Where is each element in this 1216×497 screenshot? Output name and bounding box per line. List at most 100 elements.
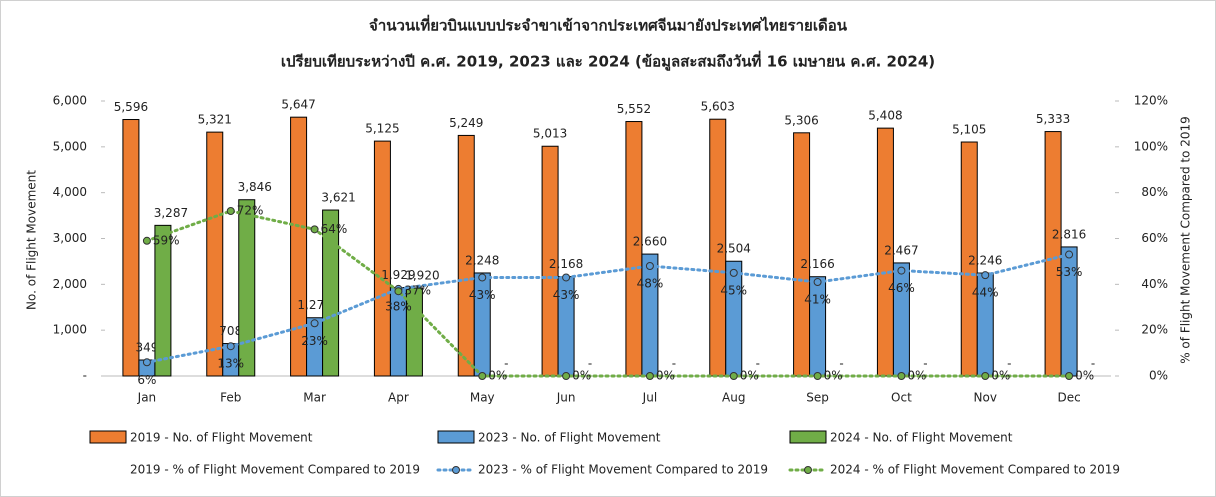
- data-label: -: [839, 357, 843, 371]
- point: [897, 372, 906, 380]
- y2-tick-label: 0%: [1149, 369, 1168, 383]
- bar: [1044, 131, 1062, 377]
- y2-tick-label: 60%: [1141, 231, 1168, 245]
- data-label: 5,105: [952, 123, 986, 137]
- data-label: 37%: [404, 284, 431, 298]
- bar: [122, 119, 140, 377]
- point: [1065, 372, 1074, 380]
- point: [813, 278, 822, 287]
- point: [142, 358, 151, 367]
- x-tick-label: Dec: [1057, 391, 1080, 405]
- point: [1065, 250, 1074, 259]
- data-label: 53%: [1056, 265, 1083, 279]
- legend-label: 2024 - No. of Flight Movement: [830, 431, 1013, 445]
- y2-tick-label: 80%: [1141, 185, 1168, 199]
- data-label: -: [504, 357, 508, 371]
- legend-swatch: [89, 430, 127, 444]
- point: [478, 273, 487, 282]
- bar: [709, 118, 727, 377]
- chart-title: จำนวนเที่ยวบินแบบประจำขาเข้าจากประเทศจีน…: [369, 15, 848, 35]
- bar: [793, 132, 811, 377]
- y-tick-label: -: [83, 369, 87, 383]
- data-label: 5,333: [1036, 112, 1070, 126]
- y2-tick-label: 120%: [1134, 94, 1168, 108]
- legend-label: 2019 - No. of Flight Movement: [130, 431, 313, 445]
- x-tick-label: Jan: [137, 391, 157, 405]
- data-label: 43%: [469, 288, 496, 302]
- bar: [892, 262, 910, 377]
- bar: [641, 253, 659, 377]
- y-tick-label: 2,000: [53, 277, 87, 291]
- point: [562, 273, 571, 282]
- data-label: -: [588, 357, 592, 371]
- data-label: -: [923, 357, 927, 371]
- data-label: 5,321: [198, 113, 232, 127]
- point: [562, 372, 571, 380]
- data-label: 3,621: [321, 191, 355, 205]
- x-tick-label: Sep: [806, 391, 829, 405]
- x-tick-label: Feb: [220, 391, 241, 405]
- point: [813, 372, 822, 380]
- y2-axis-label: % of Flight Movement Compared to 2019: [1179, 116, 1193, 364]
- point: [981, 271, 990, 280]
- bar: [238, 199, 256, 377]
- data-label: 64%: [321, 222, 348, 236]
- line: [145, 253, 1071, 364]
- data-label: 6%: [137, 373, 156, 387]
- bar: [625, 121, 643, 377]
- bar: [290, 116, 308, 377]
- data-label: -: [672, 357, 676, 371]
- point: [478, 372, 487, 380]
- data-label: 5,013: [533, 127, 567, 141]
- data-label: 5,249: [449, 116, 483, 130]
- data-label: 46%: [888, 281, 915, 295]
- point: [645, 372, 654, 380]
- data-label: 59%: [153, 233, 180, 247]
- data-label: 0%: [572, 369, 591, 383]
- y-tick-label: 1,000: [53, 323, 87, 337]
- data-label: 23%: [301, 334, 328, 348]
- data-label: 13%: [217, 357, 244, 371]
- data-label: 44%: [972, 286, 999, 300]
- x-tick-label: Mar: [303, 391, 326, 405]
- legend-label: 2023 - % of Flight Movement Compared to …: [478, 463, 768, 477]
- y-tick-label: 3,000: [53, 231, 87, 245]
- data-label: 5,647: [281, 98, 315, 112]
- data-label: 38%: [385, 299, 412, 313]
- x-tick-label: Aug: [722, 391, 745, 405]
- data-label: 3,287: [154, 206, 188, 220]
- point: [897, 266, 906, 275]
- legend-swatch: [437, 430, 475, 444]
- data-label: 2,467: [884, 243, 918, 257]
- point: [226, 342, 235, 351]
- bar: [725, 260, 743, 377]
- data-label: 5,125: [365, 122, 399, 136]
- legend-swatch: [789, 430, 827, 444]
- data-label: 2,248: [465, 253, 499, 267]
- bar: [541, 145, 559, 377]
- legend-label: 2023 - No. of Flight Movement: [478, 431, 661, 445]
- data-label: -: [1091, 357, 1095, 371]
- legend-marker: [452, 466, 460, 474]
- bar: [322, 209, 340, 377]
- bar: [457, 134, 475, 377]
- data-label: 2,504: [717, 242, 751, 256]
- legend-label: 2019 - % of Flight Movement Compared to …: [130, 463, 420, 477]
- point: [645, 262, 654, 270]
- data-label: 349: [135, 341, 158, 355]
- point: [729, 372, 738, 380]
- chart-subtitle: เปรียบเทียบระหว่างปี ค.ศ. 2019, 2023 และ…: [281, 51, 935, 72]
- point: [394, 287, 403, 296]
- y-tick-label: 5,000: [53, 139, 87, 153]
- data-label: 5,408: [868, 109, 902, 123]
- point: [142, 236, 151, 245]
- point: [729, 268, 738, 277]
- data-label: 5,603: [701, 100, 735, 114]
- point: [310, 225, 319, 234]
- data-label: 0%: [907, 369, 926, 383]
- data-label: -: [1007, 357, 1011, 371]
- data-label: 41%: [804, 293, 831, 307]
- data-label: 5,596: [114, 100, 148, 114]
